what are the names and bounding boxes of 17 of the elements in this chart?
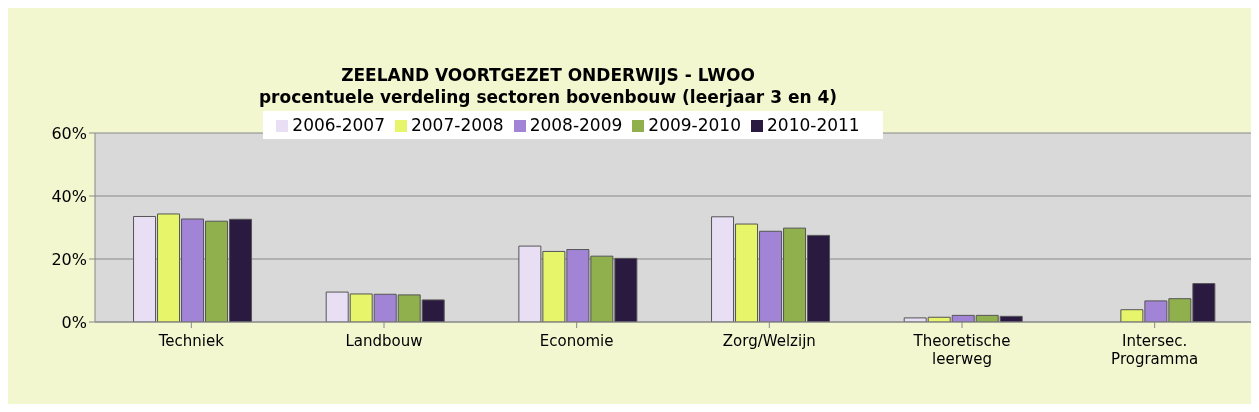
- y-tick-label: 20%: [51, 249, 87, 269]
- chart-subtitle: procentuele verdeling sectoren bovenbouw (leerjaar 3 en 4): [257, 86, 839, 108]
- legend-label: 2009-2010: [648, 115, 741, 135]
- x-tick-label: Theoretische leerweg: [912, 332, 1011, 368]
- chart-title: ZEELAND VOORTGEZET ONDERWIJS - LWOO: [340, 64, 756, 86]
- x-tick-label: Landbouw: [345, 332, 423, 350]
- legend-label: 2006-2007: [292, 115, 385, 135]
- y-tick-label: 0%: [61, 312, 87, 332]
- y-tick-label: 60%: [51, 123, 87, 143]
- x-tick-label: Economie: [539, 332, 614, 350]
- y-tick-label: 40%: [51, 186, 87, 206]
- x-tick-label: Techniek: [157, 332, 225, 350]
- legend-label: 2007-2008: [410, 115, 504, 135]
- legend-label: 2008-2009: [529, 115, 623, 135]
- x-tick-label: Intersec. Programma: [1111, 332, 1199, 368]
- x-tick-label: Zorg/Welzijn: [722, 332, 816, 350]
- legend-label: 2010-2011: [767, 115, 860, 135]
